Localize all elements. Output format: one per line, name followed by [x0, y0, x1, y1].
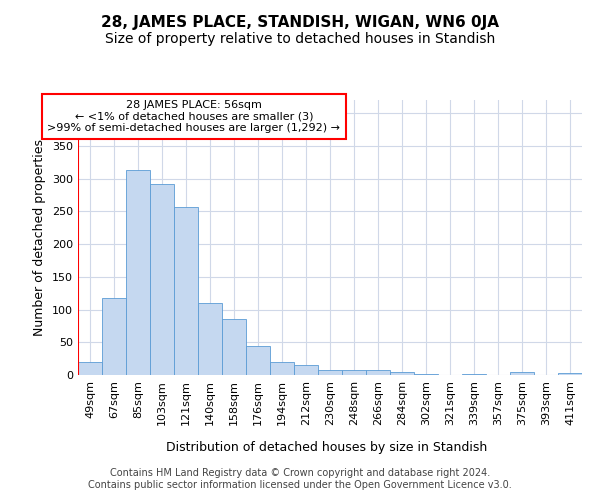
Text: Distribution of detached houses by size in Standish: Distribution of detached houses by size … — [166, 441, 488, 454]
Bar — [510, 372, 534, 375]
Bar — [150, 184, 174, 375]
Bar — [462, 374, 486, 375]
Bar — [414, 374, 438, 375]
Bar — [126, 170, 150, 375]
Bar — [318, 370, 342, 375]
Bar — [246, 346, 270, 375]
Bar — [270, 362, 294, 375]
Text: 28 JAMES PLACE: 56sqm
← <1% of detached houses are smaller (3)
>99% of semi-deta: 28 JAMES PLACE: 56sqm ← <1% of detached … — [47, 100, 340, 133]
Bar — [390, 372, 414, 375]
Text: Size of property relative to detached houses in Standish: Size of property relative to detached ho… — [105, 32, 495, 46]
Bar — [102, 298, 126, 375]
Bar — [222, 320, 246, 375]
Bar — [342, 370, 366, 375]
Bar — [198, 303, 222, 375]
Text: Contains HM Land Registry data © Crown copyright and database right 2024.
Contai: Contains HM Land Registry data © Crown c… — [88, 468, 512, 490]
Text: 28, JAMES PLACE, STANDISH, WIGAN, WN6 0JA: 28, JAMES PLACE, STANDISH, WIGAN, WN6 0J… — [101, 15, 499, 30]
Bar — [294, 365, 318, 375]
Bar — [174, 206, 198, 375]
Bar — [558, 373, 582, 375]
Bar — [366, 370, 390, 375]
Y-axis label: Number of detached properties: Number of detached properties — [34, 139, 46, 336]
Bar — [78, 362, 102, 375]
